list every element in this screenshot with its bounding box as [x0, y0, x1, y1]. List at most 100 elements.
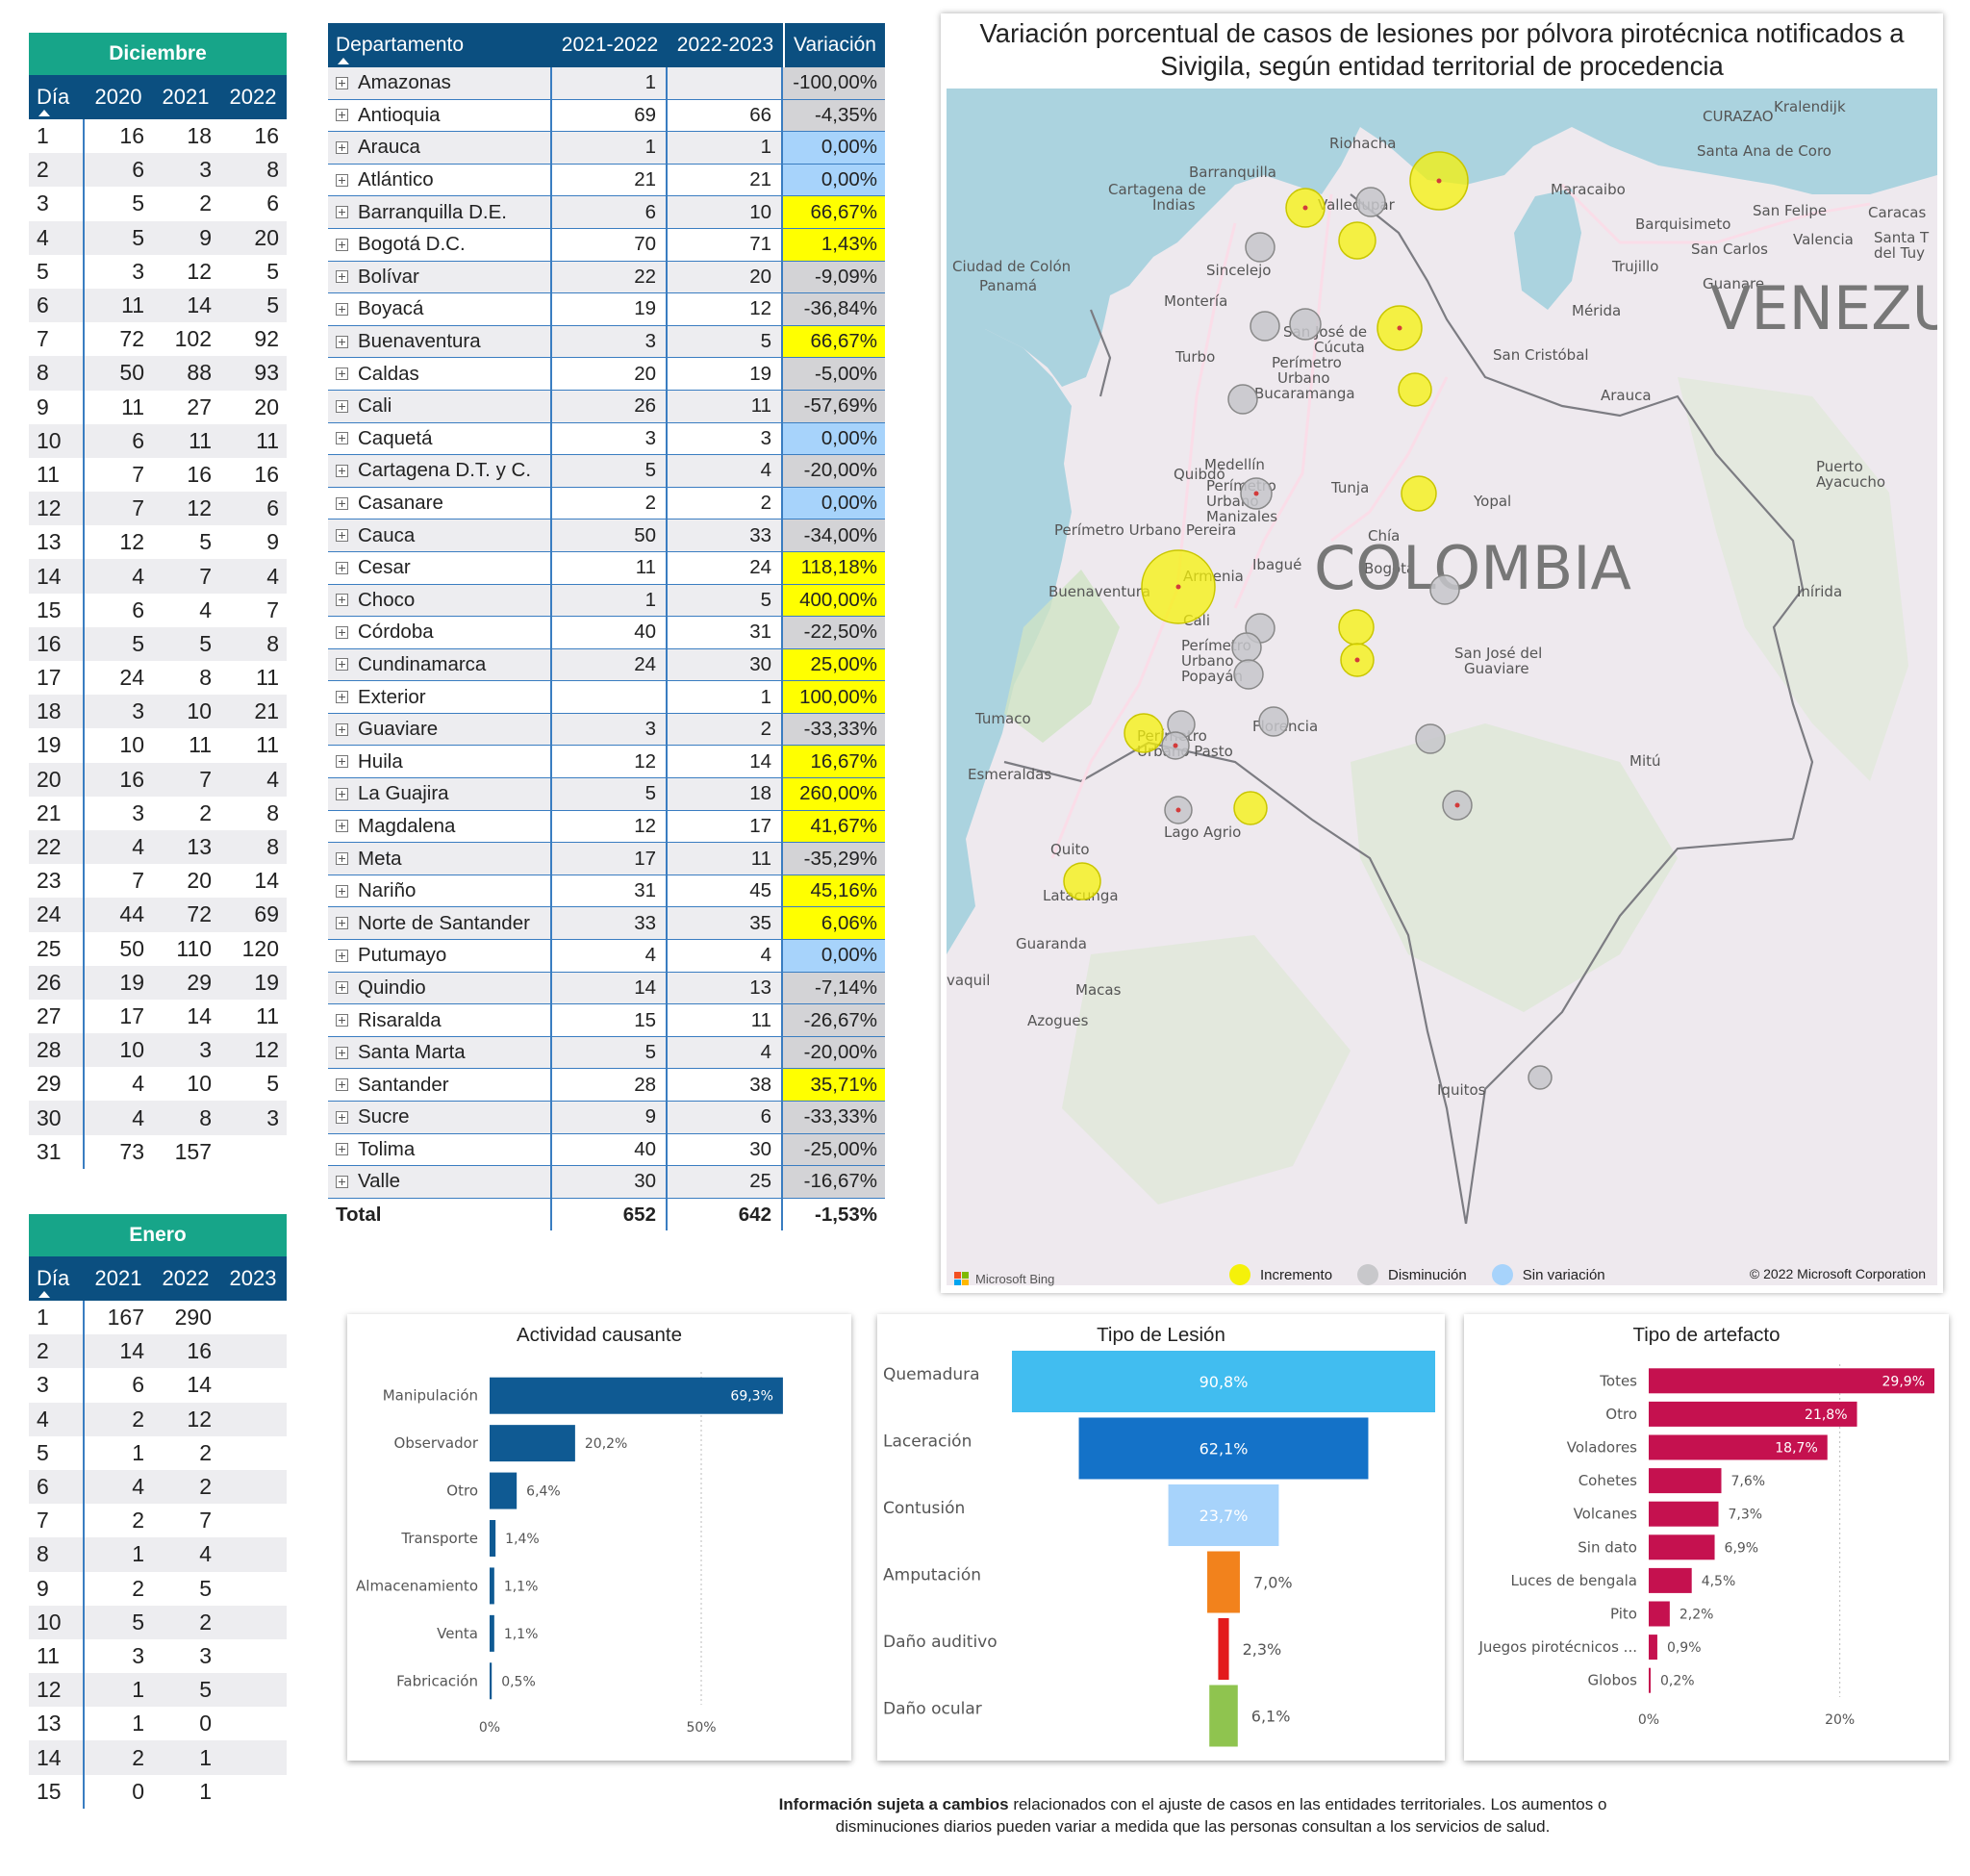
- map-bubble: [1338, 609, 1375, 646]
- cell-value: 18: [187, 123, 212, 149]
- expand-icon[interactable]: [336, 109, 348, 122]
- expand-icon[interactable]: [336, 399, 348, 413]
- col-2022[interactable]: 2022: [162, 1266, 210, 1290]
- expand-icon[interactable]: [336, 594, 348, 607]
- legend-item[interactable]: Sin variación: [1491, 1264, 1605, 1285]
- expand-icon[interactable]: [336, 917, 348, 930]
- expand-icon[interactable]: [336, 529, 348, 543]
- expand-icon[interactable]: [336, 464, 348, 477]
- map-visual[interactable]: Variación porcentual de casos de lesione…: [941, 13, 1943, 1293]
- legend-item[interactable]: Incremento: [1229, 1264, 1332, 1285]
- expand-icon[interactable]: [336, 1078, 348, 1092]
- col-dia[interactable]: Día: [37, 1266, 70, 1290]
- departamento-name: Exterior: [358, 685, 426, 708]
- expand-icon[interactable]: [336, 884, 348, 898]
- table-row[interactable]: Córdoba 40 31 -22,50%: [328, 617, 885, 649]
- col-2020[interactable]: 2020: [94, 85, 142, 109]
- table-row[interactable]: Putumayo 4 4 0,00%: [328, 940, 885, 973]
- bar: [1649, 1635, 1657, 1661]
- tipo-de-lesion-panel[interactable]: Tipo de Lesión Quemadura 90,8% Laceración 6…: [877, 1314, 1445, 1761]
- expand-icon[interactable]: [336, 140, 348, 154]
- col-dia[interactable]: Día: [37, 85, 70, 109]
- table-row[interactable]: Santander 28 38 35,71%: [328, 1069, 885, 1102]
- col-2021[interactable]: 2021: [94, 1266, 142, 1290]
- table-row[interactable]: Huila 12 14 16,67%: [328, 746, 885, 779]
- table-row[interactable]: Cartagena D.T. y C. 5 4 -20,00%: [328, 455, 885, 488]
- cell-departamento: Antioquia: [328, 99, 552, 132]
- table-row[interactable]: Casanare 2 2 0,00%: [328, 487, 885, 520]
- expand-icon[interactable]: [336, 270, 348, 284]
- table-row[interactable]: Risaralda 15 11 -26,67%: [328, 1004, 885, 1037]
- table-row[interactable]: La Guajira 5 18 260,00%: [328, 778, 885, 811]
- expand-icon[interactable]: [336, 206, 348, 219]
- table-row[interactable]: Norte de Santander 33 35 6,06%: [328, 907, 885, 941]
- actividad-causante-panel[interactable]: Actividad causante 0% 50% Manipulación 69,3…: [347, 1314, 851, 1761]
- expand-icon[interactable]: [336, 658, 348, 672]
- table-row[interactable]: Boyacá 19 12 -36,84%: [328, 293, 885, 326]
- expand-icon[interactable]: [336, 755, 348, 769]
- table-row[interactable]: Exterior 1 100,00%: [328, 681, 885, 714]
- table-row[interactable]: Meta 17 11 -35,29%: [328, 843, 885, 875]
- legend-dot-icon: [1357, 1264, 1379, 1285]
- table-row[interactable]: Quindio 14 13 -7,14%: [328, 972, 885, 1005]
- table-row[interactable]: Atlántico 21 21 0,00%: [328, 164, 885, 197]
- road: [1050, 222, 1237, 859]
- category-label: Cohetes: [1579, 1472, 1637, 1489]
- table-row[interactable]: Cesar 11 24 118,18%: [328, 551, 885, 585]
- col-departamento[interactable]: Departamento: [336, 34, 465, 56]
- col-2022[interactable]: 2022: [229, 85, 277, 109]
- table-row[interactable]: Valle 30 25 -16,67%: [328, 1166, 885, 1199]
- expand-icon[interactable]: [336, 949, 348, 962]
- col-2021[interactable]: 2021: [162, 85, 210, 109]
- table-row[interactable]: Arauca 1 1 0,00%: [328, 132, 885, 165]
- expand-icon[interactable]: [336, 302, 348, 316]
- table-row[interactable]: Caquetá 3 3 0,00%: [328, 422, 885, 456]
- tipo-de-artefacto-panel[interactable]: Tipo de artefacto 0% 20% Totes 29,9% Otro 21,…: [1464, 1314, 1949, 1761]
- table-row[interactable]: Sucre 9 6 -33,33%: [328, 1102, 885, 1134]
- departamento-name: Tolima: [358, 1137, 416, 1160]
- expand-icon[interactable]: [336, 238, 348, 251]
- col-2022-2023[interactable]: 2022-2023: [676, 34, 774, 56]
- expand-icon[interactable]: [336, 723, 348, 736]
- cell-dia: 8: [29, 356, 85, 391]
- table-row[interactable]: Bogotá D.C. 70 71 1,43%: [328, 228, 885, 262]
- expand-icon[interactable]: [336, 496, 348, 510]
- expand-icon[interactable]: [336, 787, 348, 800]
- expand-icon[interactable]: [336, 1046, 348, 1059]
- col-2021-2022[interactable]: 2021-2022: [561, 34, 659, 56]
- expand-icon[interactable]: [336, 852, 348, 866]
- col-variacion[interactable]: Variación: [783, 23, 885, 67]
- table-row[interactable]: Santa Marta 5 4 -20,00%: [328, 1036, 885, 1070]
- table-row[interactable]: Antioquia 69 66 -4,35%: [328, 99, 885, 133]
- expand-icon[interactable]: [336, 1110, 348, 1124]
- expand-icon[interactable]: [336, 561, 348, 574]
- expand-icon[interactable]: [336, 625, 348, 639]
- table-row[interactable]: Cundinamarca 24 30 25,00%: [328, 648, 885, 682]
- table-row[interactable]: Buenaventura 3 5 66,67%: [328, 325, 885, 359]
- expand-icon[interactable]: [336, 981, 348, 995]
- expand-icon[interactable]: [336, 173, 348, 187]
- table-row[interactable]: Choco 1 5 400,00%: [328, 584, 885, 618]
- expand-icon[interactable]: [336, 1014, 348, 1027]
- col-2023[interactable]: 2023: [229, 1266, 277, 1290]
- table-row[interactable]: Amazonas 1 -100,00%: [328, 67, 885, 100]
- table-row[interactable]: Cauca 50 33 -34,00%: [328, 520, 885, 552]
- table-row[interactable]: Bolívar 22 20 -9,09%: [328, 261, 885, 294]
- expand-icon[interactable]: [336, 1143, 348, 1156]
- expand-icon[interactable]: [336, 76, 348, 89]
- expand-icon[interactable]: [336, 820, 348, 833]
- table-row[interactable]: Caldas 20 19 -5,00%: [328, 358, 885, 391]
- table-row[interactable]: Barranquilla D.E. 6 10 66,67%: [328, 196, 885, 229]
- expand-icon[interactable]: [336, 432, 348, 445]
- table-row[interactable]: Magdalena 12 17 41,67%: [328, 810, 885, 844]
- expand-icon[interactable]: [336, 1175, 348, 1188]
- expand-icon[interactable]: [336, 368, 348, 381]
- expand-icon[interactable]: [336, 335, 348, 348]
- table-row[interactable]: Cali 26 11 -57,69%: [328, 390, 885, 423]
- table-row[interactable]: Guaviare 3 2 -33,33%: [328, 713, 885, 747]
- expand-icon[interactable]: [336, 691, 348, 704]
- legend-item[interactable]: Disminución: [1357, 1264, 1467, 1285]
- table-row[interactable]: Nariño 31 45 45,16%: [328, 875, 885, 908]
- table-row[interactable]: Tolima 40 30 -25,00%: [328, 1133, 885, 1167]
